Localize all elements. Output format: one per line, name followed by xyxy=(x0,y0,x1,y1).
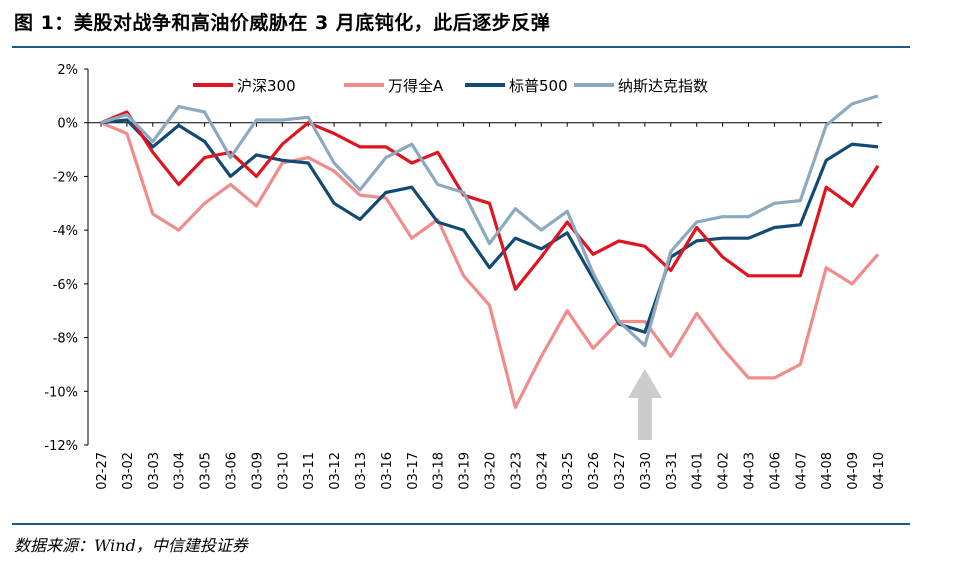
x-tick-label: 04-10 xyxy=(872,452,887,490)
chart-legend: 沪深300 万得全A 标普500 纳斯达克指数 xyxy=(193,77,708,95)
line-chart: 2% 0% -2% -4% -6% -8% -10% -12% 02-27 03-02 03-03 0… xyxy=(44,63,887,490)
x-tick-label: 04-02 xyxy=(717,452,732,490)
legend-label: 纳斯达克指数 xyxy=(618,77,708,95)
x-tick-label: 04-01 xyxy=(691,452,706,490)
x-tick-label: 03-18 xyxy=(432,452,447,490)
x-tick-label: 03-12 xyxy=(328,452,343,490)
x-tick-label: 04-06 xyxy=(768,452,783,490)
x-tick-label: 03-16 xyxy=(380,452,395,490)
chart-series xyxy=(100,94,880,409)
top-divider xyxy=(12,46,910,48)
y-tick-label: -6% xyxy=(53,278,78,293)
x-tick-label: 03-19 xyxy=(458,452,473,490)
x-tick-label: 02-27 xyxy=(95,452,110,490)
legend-label: 标普500 xyxy=(509,77,568,95)
chart-title: 图 1：美股对战争和高油价威胁在 3 月底钝化，此后逐步反弹 xyxy=(14,12,551,34)
y-tick-label: -10% xyxy=(44,385,78,400)
legend-label: 沪深300 xyxy=(237,77,296,95)
x-tick-label: 04-08 xyxy=(820,452,835,490)
x-tick-label: 03-06 xyxy=(225,452,240,490)
x-tick-label: 03-03 xyxy=(147,452,162,490)
y-tick-label: -4% xyxy=(53,224,78,239)
y-tick-label: -12% xyxy=(44,439,78,454)
x-tick-label: 03-02 xyxy=(121,452,136,490)
legend-label: 万得全A xyxy=(388,77,444,95)
x-tick-label: 04-07 xyxy=(794,452,809,490)
chart-axes: 2% 0% -2% -4% -6% -8% -10% -12% 02-27 03-02 03-03 0… xyxy=(44,63,887,490)
x-tick-label: 03-11 xyxy=(302,452,317,490)
x-tick-label: 03-24 xyxy=(535,452,550,490)
x-tick-label: 03-09 xyxy=(250,452,265,490)
y-tick-label: 0% xyxy=(57,117,78,132)
bottom-divider xyxy=(12,523,910,525)
y-tick-label: 2% xyxy=(57,63,78,78)
y-tick-label: -8% xyxy=(53,332,78,347)
chart-annotation xyxy=(627,369,662,440)
data-source-note: 数据来源：Wind，中信建投证券 xyxy=(14,536,248,555)
x-tick-label: 03-31 xyxy=(665,452,680,490)
x-tick-label: 03-10 xyxy=(276,452,291,490)
x-tick-label: 03-23 xyxy=(509,452,524,490)
x-tick-label: 04-09 xyxy=(846,452,861,490)
x-tick-label: 04-03 xyxy=(743,452,758,490)
x-tick-label: 03-13 xyxy=(354,452,369,490)
x-tick-label: 03-05 xyxy=(199,452,214,490)
series-line-纳斯达克指数 xyxy=(100,94,879,348)
x-tick-label: 03-20 xyxy=(484,452,499,490)
up-arrow-annotation xyxy=(627,369,662,440)
x-tick-label: 03-27 xyxy=(613,452,628,490)
series-line-标普500 xyxy=(100,118,879,334)
series-line-万得全A xyxy=(100,121,880,409)
x-tick-label: 03-26 xyxy=(587,452,602,490)
x-tick-label: 03-25 xyxy=(561,452,576,490)
series-line-沪深300 xyxy=(100,110,880,291)
x-tick-label: 03-17 xyxy=(406,452,421,490)
x-tick-label: 03-04 xyxy=(173,452,188,490)
y-tick-label: -2% xyxy=(53,170,78,185)
x-tick-label: 03-30 xyxy=(639,452,654,490)
